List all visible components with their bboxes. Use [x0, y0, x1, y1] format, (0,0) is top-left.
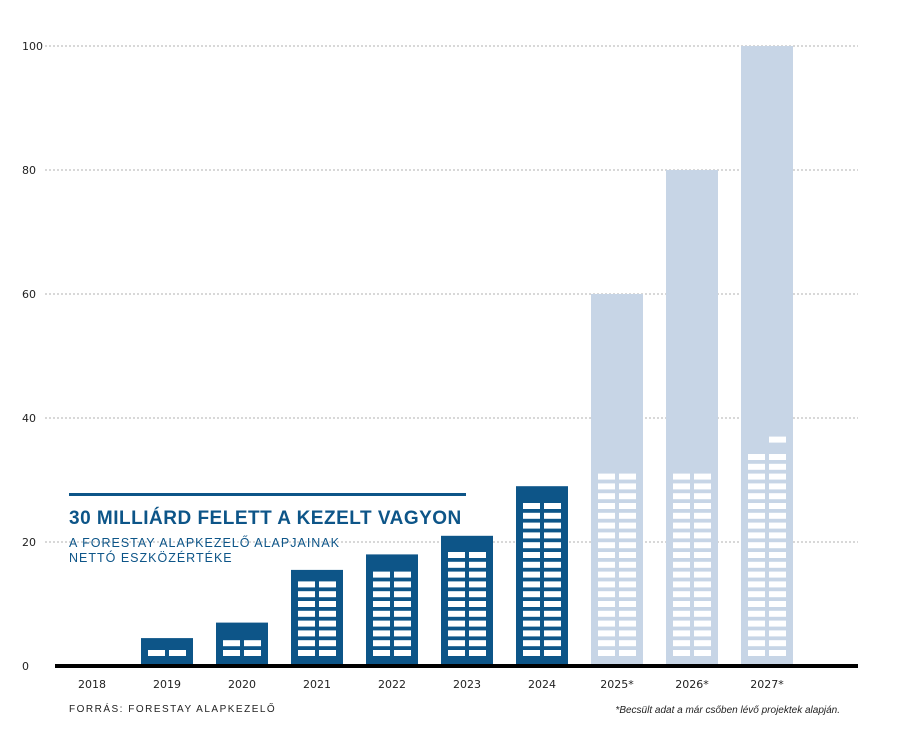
y-axis-ticks: 0 20 40 60 80 100 — [22, 40, 43, 673]
chart-subtitle: A FORESTAY ALAPKEZELŐ ALAPJAINAK NETTÓ E… — [69, 536, 466, 566]
y-tick-label: 20 — [22, 536, 36, 549]
source-note: FORRÁS: FORESTAY ALAPKEZELŐ — [69, 704, 277, 715]
y-tick-label: 60 — [22, 288, 36, 301]
bar — [441, 535, 493, 666]
y-tick-label: 100 — [22, 40, 43, 53]
y-tick-label: 40 — [22, 412, 36, 425]
bar — [366, 554, 418, 666]
x-tick-label: 2027* — [750, 678, 784, 691]
bar — [516, 486, 568, 666]
bars — [141, 46, 793, 666]
x-tick-label: 2025* — [600, 678, 634, 691]
bar — [216, 622, 268, 666]
bar — [291, 569, 343, 666]
bar — [141, 638, 193, 666]
chart-title: 30 MILLIÁRD FELETT A KEZELT VAGYON — [69, 508, 462, 529]
x-tick-label: 2021 — [303, 678, 331, 691]
estimate-footnote: *Becsült adat a már csőben lévő projekte… — [615, 705, 840, 716]
chart-subtitle-line-2: NETTÓ ESZKÖZÉRTÉKE — [69, 551, 233, 565]
bar — [666, 170, 718, 666]
y-tick-label: 0 — [22, 660, 29, 673]
chart-subtitle-line-1: A FORESTAY ALAPKEZELŐ ALAPJAINAK — [69, 536, 340, 550]
x-tick-label: 2022 — [378, 678, 406, 691]
bar — [591, 294, 643, 666]
x-axis-labels: 2018 2019 2020 2021 2022 2023 2024 2025* 2026* 20… — [78, 678, 784, 691]
bar — [741, 46, 793, 666]
x-tick-label: 2018 — [78, 678, 106, 691]
x-tick-label: 2023 — [453, 678, 481, 691]
chart-title-block: 30 MILLIÁRD FELETT A KEZELT VAGYON A FOR… — [69, 493, 466, 566]
y-tick-label: 80 — [22, 164, 36, 177]
x-tick-label: 2020 — [228, 678, 256, 691]
grid-lines — [45, 45, 858, 543]
x-tick-label: 2024 — [528, 678, 556, 691]
x-tick-label: 2019 — [153, 678, 181, 691]
x-tick-label: 2026* — [675, 678, 709, 691]
